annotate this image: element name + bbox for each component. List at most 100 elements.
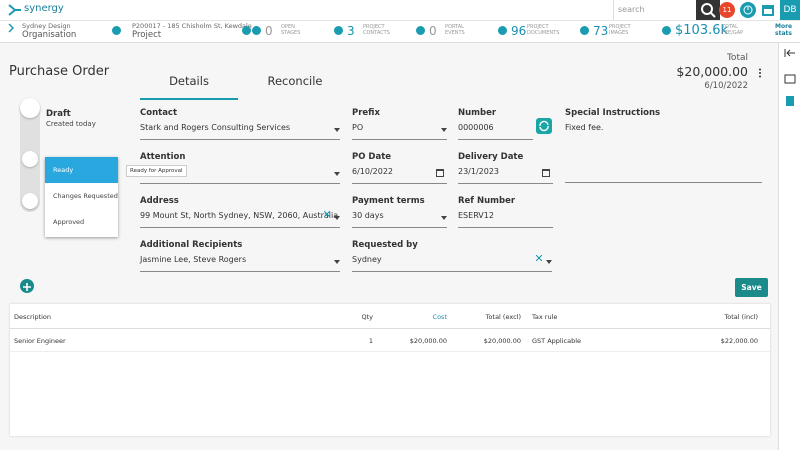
field-input[interactable]: 23/1/2023 [458, 166, 553, 184]
status-step-current [20, 98, 40, 118]
clear-button[interactable] [324, 211, 330, 217]
table-cell: 1 [368, 337, 373, 345]
stat-label: PROJECT CONTACTS [363, 24, 390, 36]
field-value: Jasmine Lee, Steve Rogers [140, 255, 247, 264]
project-label: Project [132, 30, 162, 40]
dropdown-caret [441, 128, 447, 132]
right-sidebar [778, 43, 800, 450]
project-switch[interactable] [242, 26, 251, 35]
calendar-icon[interactable] [436, 169, 444, 177]
user-avatar[interactable]: DB [780, 0, 800, 20]
status-sub: Created today [46, 120, 96, 128]
stat-icon[interactable] [416, 26, 425, 35]
field-input[interactable]: Fixed fee. [565, 122, 762, 183]
stat-value: 3 [347, 24, 355, 38]
search-input[interactable]: search [613, 0, 695, 20]
save-button[interactable]: Save [735, 278, 768, 297]
field-label: Additional Recipients [140, 240, 243, 250]
field-input[interactable]: Jasmine Lee, Steve Rogers [140, 254, 340, 272]
logo[interactable]: synergy [24, 3, 64, 14]
table-cell: GST Applicable [532, 337, 581, 345]
stat-icon[interactable] [662, 26, 671, 35]
add-line[interactable] [20, 279, 34, 293]
field-value: 23/1/2023 [458, 167, 500, 176]
table-header: Cost [432, 313, 447, 321]
stat-label: TOTAL FEE/GAP [722, 24, 744, 36]
dropdown-caret [441, 216, 447, 220]
search-button[interactable] [696, 0, 720, 20]
tab-details[interactable]: Details [140, 74, 238, 100]
field-label: Contact [140, 108, 178, 118]
stat-icon[interactable] [580, 26, 589, 35]
field-input[interactable]: Sydney [352, 254, 552, 272]
table-cell: $20,000.00 [409, 337, 447, 345]
calendar-button[interactable] [761, 3, 775, 17]
top-bar [0, 0, 800, 21]
field-label: Prefix [352, 108, 380, 118]
field-input[interactable]: Stark and Rogers Consulting Services [140, 122, 340, 140]
line-items-table [10, 304, 770, 436]
tooltip: Ready for Approval [126, 165, 187, 177]
field-value: Stark and Rogers Consulting Services [140, 123, 291, 132]
field-input[interactable]: PO [352, 122, 447, 140]
sidebar-icons [784, 49, 796, 106]
project-name[interactable]: P200017 - 185 Chisholm St, Kewdale [132, 22, 252, 30]
stat-value: 73 [593, 24, 609, 38]
dropdown-caret [334, 260, 340, 264]
organisation-label: Organisation [22, 30, 77, 40]
stat-icon[interactable] [334, 26, 343, 35]
status-label: Draft [46, 109, 71, 119]
status-menu: Ready Changes Requested Approved [45, 157, 118, 237]
logo-icon [8, 4, 21, 16]
table-header: Total (incl) [724, 313, 758, 321]
dropdown-caret [546, 260, 552, 264]
status-option[interactable]: Ready [45, 157, 118, 183]
field-input[interactable]: ESERV12 [458, 210, 553, 228]
more-menu[interactable] [758, 68, 762, 78]
table-header: Tax rule [532, 313, 558, 321]
row-divider [10, 351, 770, 352]
status-option[interactable]: Changes Requested [53, 192, 118, 200]
plus-icon [23, 283, 31, 291]
organisation-name[interactable]: Sydney Design [22, 22, 71, 30]
field-value: 99 Mount St, North Sydney, NSW, 2060, Au… [140, 211, 339, 220]
stat-value: 96 [511, 24, 527, 38]
total-date: 6/10/2022 [704, 81, 748, 91]
field-value: ESERV12 [458, 211, 494, 220]
field-input[interactable]: 0000006 [458, 122, 533, 140]
stat-icon[interactable] [498, 26, 507, 35]
field-input[interactable]: 30 days [352, 210, 447, 228]
stat-value: 0 [265, 24, 273, 38]
notification-badge[interactable]: 11 [719, 2, 735, 18]
calendar-icon[interactable] [542, 169, 550, 177]
clear-button[interactable] [536, 255, 542, 261]
context-bar [0, 21, 800, 43]
stat-value: 0 [429, 24, 437, 38]
stat-icon[interactable] [252, 26, 261, 35]
status-step[interactable] [22, 193, 38, 209]
table-cell: $20,000.00 [483, 337, 521, 345]
more-stats[interactable]: More stats [775, 23, 793, 37]
field-label: Requested by [352, 240, 418, 250]
status-step[interactable] [22, 151, 38, 167]
refresh-icon [539, 120, 549, 132]
tab-reconcile[interactable]: Reconcile [267, 74, 323, 88]
table-header: Description [14, 313, 52, 321]
field-input[interactable] [140, 166, 340, 184]
stat-value: $103.6k [675, 23, 729, 38]
page-title: Purchase Order [9, 64, 110, 79]
search-icon [701, 3, 716, 18]
org-switch[interactable] [112, 26, 121, 35]
timer-button[interactable] [740, 2, 756, 18]
field-input[interactable]: 6/10/2022 [352, 166, 447, 184]
field-label: Ref Number [458, 196, 516, 206]
table-cell: $22,000.00 [720, 337, 758, 345]
field-value: 30 days [352, 211, 384, 220]
stat-label: PROJECT IMAGES [609, 24, 631, 36]
dropdown-caret [334, 172, 340, 176]
field-input[interactable]: 99 Mount St, North Sydney, NSW, 2060, Au… [140, 210, 340, 228]
refresh-number[interactable] [536, 118, 552, 134]
status-option[interactable]: Approved [53, 218, 85, 226]
